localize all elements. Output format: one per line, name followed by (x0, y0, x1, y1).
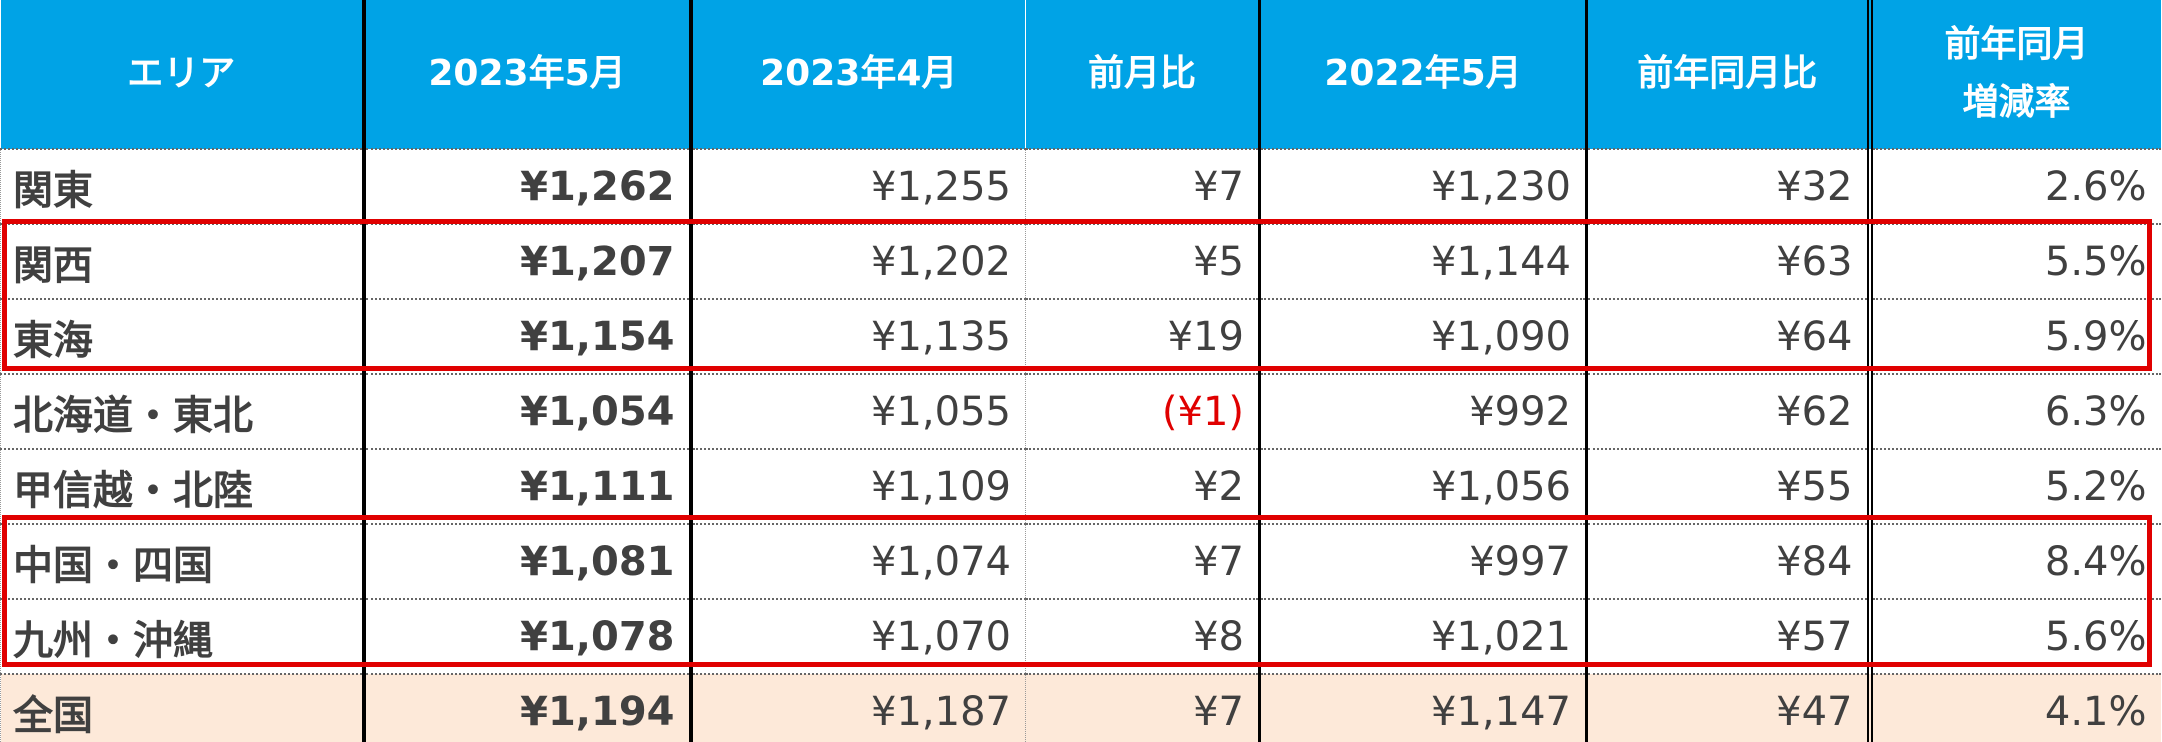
value-cell: ¥47 (1585, 673, 1870, 742)
header-cell: 2023年4月 (688, 0, 1026, 149)
value-cell: ¥1,194 (361, 673, 691, 742)
header-cell: 前年同月比 (1585, 0, 1870, 149)
value-cell: ¥992 (1258, 373, 1587, 449)
table-row: 全国 ¥1,194 ¥1,187 ¥7 ¥1,147 ¥47 4.1% (0, 673, 2161, 742)
value-cell: ¥997 (1258, 523, 1587, 599)
header-cell: 2023年5月 (361, 0, 691, 149)
area-cell: 東海 (0, 298, 364, 374)
value-cell: (¥1) (1025, 373, 1260, 449)
header-cell: 前年同月 増減率 (1866, 0, 2161, 149)
table-body: 関東 ¥1,262 ¥1,255 ¥7 ¥1,230 ¥32 2.6% 関西 ¥1,207 ¥1,… (0, 148, 2161, 742)
value-cell: ¥1,187 (688, 673, 1026, 742)
value-cell: ¥64 (1585, 298, 1870, 374)
value-cell: ¥1,147 (1258, 673, 1587, 742)
table-row: 九州・沖縄 ¥1,078 ¥1,070 ¥8 ¥1,021 ¥57 5.6% (0, 598, 2161, 674)
value-cell: ¥1,021 (1258, 598, 1587, 674)
value-cell: ¥55 (1585, 448, 1870, 524)
table-row: 中国・四国 ¥1,081 ¥1,074 ¥7 ¥997 ¥84 8.4% (0, 523, 2161, 599)
value-cell: ¥32 (1585, 148, 1870, 224)
value-cell: ¥1,230 (1258, 148, 1587, 224)
value-cell: ¥7 (1025, 148, 1260, 224)
value-cell: ¥1,056 (1258, 448, 1587, 524)
value-cell: ¥1,111 (361, 448, 691, 524)
value-cell: ¥1,154 (361, 298, 691, 374)
area-cell: 甲信越・北陸 (0, 448, 364, 524)
value-cell: ¥1,074 (688, 523, 1026, 599)
area-cell: 関西 (0, 223, 364, 299)
value-cell: 5.9% (1866, 298, 2161, 374)
value-cell: ¥62 (1585, 373, 1870, 449)
area-cell: 北海道・東北 (0, 373, 364, 449)
value-cell: ¥1,090 (1258, 298, 1587, 374)
value-cell: ¥1,207 (361, 223, 691, 299)
table-row: 関東 ¥1,262 ¥1,255 ¥7 ¥1,230 ¥32 2.6% (0, 148, 2161, 224)
header-cell: エリア (0, 0, 364, 149)
value-cell: ¥1,262 (361, 148, 691, 224)
value-cell: ¥1,070 (688, 598, 1026, 674)
area-cell: 九州・沖縄 (0, 598, 364, 674)
value-cell: ¥84 (1585, 523, 1870, 599)
value-cell: ¥5 (1025, 223, 1260, 299)
value-cell: ¥1,109 (688, 448, 1026, 524)
value-cell: 8.4% (1866, 523, 2161, 599)
value-cell: ¥7 (1025, 523, 1260, 599)
header-cell: 前月比 (1025, 0, 1260, 149)
table-row: 東海 ¥1,154 ¥1,135 ¥19 ¥1,090 ¥64 5.9% (0, 298, 2161, 374)
value-cell: ¥1,081 (361, 523, 691, 599)
value-cell: 2.6% (1866, 148, 2161, 224)
value-cell: ¥19 (1025, 298, 1260, 374)
highlight-box (2, 515, 2152, 667)
highlight-box (2, 219, 2152, 371)
value-cell: ¥1,144 (1258, 223, 1587, 299)
area-cell: 中国・四国 (0, 523, 364, 599)
value-cell: ¥57 (1585, 598, 1870, 674)
value-cell: ¥1,078 (361, 598, 691, 674)
value-cell: ¥2 (1025, 448, 1260, 524)
value-cell: 5.2% (1866, 448, 2161, 524)
value-cell: ¥1,255 (688, 148, 1026, 224)
header-cell: 2022年5月 (1258, 0, 1587, 149)
table-row: 北海道・東北 ¥1,054 ¥1,055 (¥1) ¥992 ¥62 6.3% (0, 373, 2161, 449)
value-cell: 4.1% (1866, 673, 2161, 742)
table-row: 関西 ¥1,207 ¥1,202 ¥5 ¥1,144 ¥63 5.5% (0, 223, 2161, 299)
area-cell: 関東 (0, 148, 364, 224)
value-cell: ¥63 (1585, 223, 1870, 299)
value-cell: 5.6% (1866, 598, 2161, 674)
table-row: 甲信越・北陸 ¥1,111 ¥1,109 ¥2 ¥1,056 ¥55 5.2% (0, 448, 2161, 524)
value-cell: ¥1,135 (688, 298, 1026, 374)
value-cell: ¥1,054 (361, 373, 691, 449)
value-cell: ¥1,202 (688, 223, 1026, 299)
header-row: エリア 2023年5月 2023年4月 前月比 2022年5月 前年同月比 前年同月 増減率 (0, 0, 2161, 149)
area-cell: 全国 (0, 673, 364, 742)
value-cell: 6.3% (1866, 373, 2161, 449)
value-cell: ¥7 (1025, 673, 1260, 742)
value-cell: 5.5% (1866, 223, 2161, 299)
value-cell: ¥8 (1025, 598, 1260, 674)
value-cell: ¥1,055 (688, 373, 1026, 449)
